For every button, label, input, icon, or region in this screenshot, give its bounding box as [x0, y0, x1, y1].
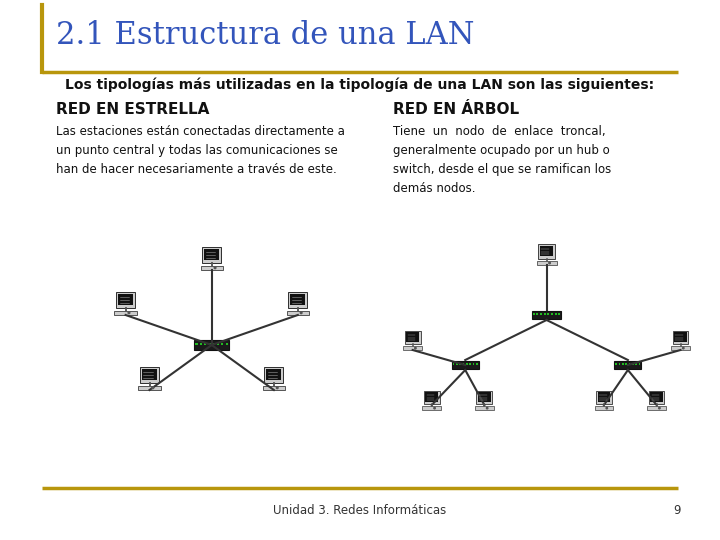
Bar [476, 363, 478, 365]
Bar [626, 363, 627, 365]
Bar [478, 392, 491, 402]
Bar [672, 330, 688, 344]
Bar [114, 310, 137, 315]
Bar [540, 246, 553, 256]
Bar [547, 313, 549, 315]
Bar [632, 363, 634, 365]
Text: Las estaciones están conectadas directamente a
un punto central y todas las comu: Las estaciones están conectadas directam… [55, 125, 345, 176]
Bar [538, 244, 555, 259]
Bar [469, 363, 471, 365]
Bar [559, 313, 560, 315]
Bar [424, 390, 440, 404]
Bar [200, 266, 223, 270]
Bar [456, 363, 458, 365]
Bar [426, 392, 438, 402]
Bar [598, 392, 611, 402]
Bar [554, 313, 557, 315]
Bar [403, 346, 422, 350]
Bar [459, 363, 461, 365]
Circle shape [128, 312, 130, 314]
Bar [142, 369, 157, 380]
Bar [671, 346, 690, 350]
Bar [647, 406, 666, 410]
Circle shape [606, 407, 608, 409]
Bar [639, 363, 640, 365]
Bar [221, 343, 223, 345]
Bar [540, 313, 542, 315]
Circle shape [152, 387, 154, 389]
Text: 2.1 Estructura de una LAN: 2.1 Estructura de una LAN [55, 19, 474, 51]
Bar [452, 361, 479, 369]
Text: Tiene  un  nodo  de  enlace  troncal,
generalmente ocupado por un hub o
switch, : Tiene un nodo de enlace troncal, general… [394, 125, 612, 195]
Bar [544, 313, 546, 315]
Text: 9: 9 [673, 503, 680, 516]
Bar [199, 343, 202, 345]
Circle shape [487, 407, 488, 409]
Text: Los tipologías más utilizadas en la tipología de una LAN son las siguientes:: Los tipologías más utilizadas en la tipo… [66, 78, 654, 92]
Bar [622, 363, 624, 365]
Bar [551, 313, 553, 315]
Bar [536, 261, 557, 265]
Bar [140, 367, 159, 383]
Circle shape [549, 262, 550, 264]
Bar [263, 386, 285, 390]
Bar [212, 343, 215, 345]
Bar [635, 363, 637, 365]
Bar [202, 247, 221, 263]
Bar [406, 332, 419, 342]
Bar [477, 390, 492, 404]
Bar [616, 363, 617, 365]
Bar [532, 310, 561, 319]
Bar [649, 390, 665, 404]
Bar [225, 343, 228, 345]
Circle shape [659, 407, 660, 409]
Text: RED EN ÁRBOL: RED EN ÁRBOL [394, 103, 520, 118]
Bar [595, 406, 613, 410]
Bar [266, 369, 282, 380]
Circle shape [300, 312, 302, 314]
Bar [466, 363, 468, 365]
Bar [453, 363, 454, 365]
Bar [533, 313, 534, 315]
Circle shape [683, 347, 684, 349]
Circle shape [276, 387, 278, 389]
Bar [204, 343, 206, 345]
Bar [596, 390, 612, 404]
Bar [614, 361, 642, 369]
Bar [629, 363, 630, 365]
Bar [405, 330, 420, 344]
Bar [138, 386, 161, 390]
Bar [116, 292, 135, 308]
Bar [217, 343, 219, 345]
Bar [473, 363, 474, 365]
Bar [618, 363, 620, 365]
Bar [290, 294, 305, 306]
Circle shape [214, 267, 216, 268]
Bar [208, 343, 210, 345]
Bar [204, 249, 220, 260]
Bar [288, 292, 307, 308]
Circle shape [434, 407, 436, 409]
Bar [650, 392, 663, 402]
Bar [194, 340, 229, 350]
Text: Unidad 3. Redes Informáticas: Unidad 3. Redes Informáticas [274, 503, 446, 516]
Bar [674, 332, 687, 342]
Bar [264, 367, 284, 383]
Bar [475, 406, 494, 410]
Bar [118, 294, 133, 306]
Bar [536, 313, 539, 315]
Bar [423, 406, 441, 410]
Bar [287, 310, 309, 315]
Text: RED EN ESTRELLA: RED EN ESTRELLA [55, 103, 209, 118]
Bar [463, 363, 464, 365]
Circle shape [415, 347, 416, 349]
Bar [196, 343, 197, 345]
